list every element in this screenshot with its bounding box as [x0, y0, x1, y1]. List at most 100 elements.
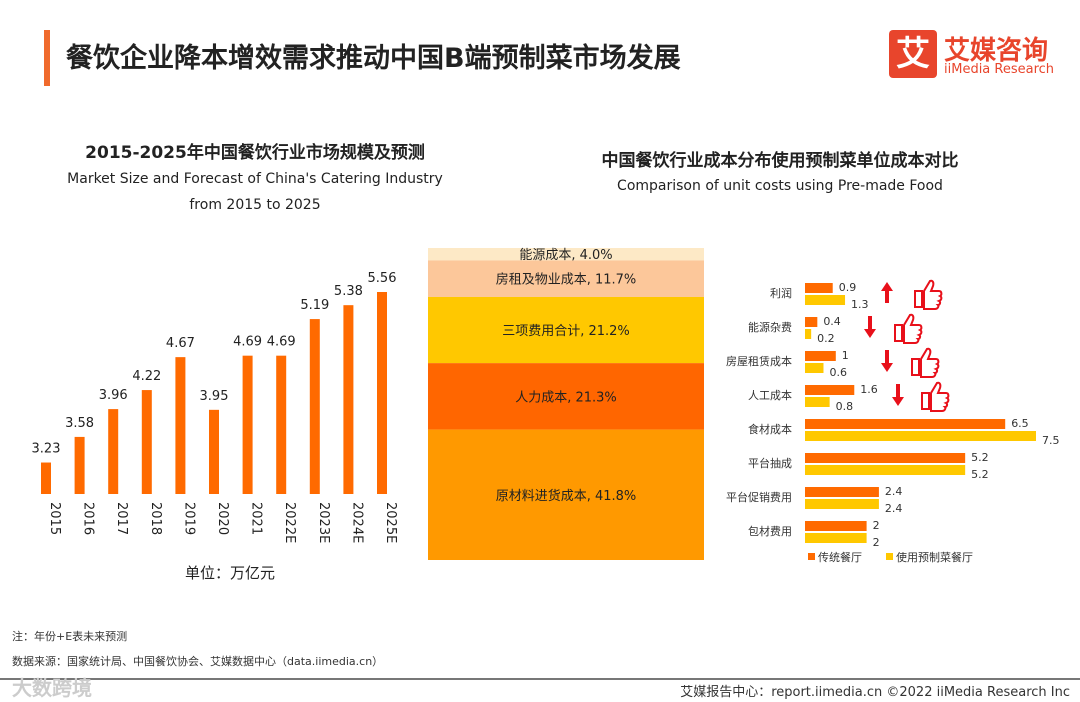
bar-2018 [141, 390, 152, 494]
x-tick-label: 2024E [349, 502, 364, 543]
x-tick-label: 2021 [249, 502, 264, 535]
arrow-up-icon [881, 282, 893, 303]
hbar-premade [805, 397, 830, 407]
hbar-value-label: 2.4 [885, 502, 903, 515]
bar-2017 [108, 409, 119, 494]
hbar-traditional [805, 385, 855, 395]
x-tick-label: 2025E [383, 502, 398, 543]
stack-segment-label: 人力成本, 21.3% [515, 390, 617, 405]
chart1-subtitle-1: Market Size and Forecast of China's Cate… [67, 171, 443, 187]
bar-2015 [41, 462, 51, 494]
hbar-value-label: 7.5 [1042, 434, 1060, 447]
bar-2025E [377, 292, 387, 494]
bar-2023E [309, 319, 320, 494]
legend-swatch [808, 553, 815, 560]
hbar-value-label: 0.6 [829, 366, 847, 379]
bar-value-label: 3.58 [65, 416, 94, 431]
bar-2020 [209, 409, 219, 494]
x-tick-label: 2017 [114, 502, 129, 535]
hbar-premade [805, 499, 879, 509]
bar-value-label: 5.56 [368, 271, 397, 286]
bar-2019 [175, 357, 186, 494]
hbar-premade [805, 465, 966, 475]
hbar-value-label: 6.5 [1011, 417, 1028, 430]
bar-2024E [343, 305, 354, 494]
hbar-traditional [805, 453, 966, 463]
chart1-subtitle-2: from 2015 to 2025 [189, 197, 321, 213]
hbar-value-label: 0.4 [823, 315, 841, 328]
hbar-premade [805, 533, 867, 543]
hbar-value-label: 1.6 [860, 383, 878, 396]
hbar-traditional [805, 351, 836, 361]
title-accent-bar [44, 30, 50, 86]
legend-swatch [886, 553, 893, 560]
stack-segment [428, 429, 704, 560]
footer-divider [0, 678, 1080, 680]
x-tick-label: 2018 [148, 502, 163, 535]
hbar-value-label: 0.8 [836, 400, 854, 413]
arrow-down-icon [881, 350, 893, 372]
chart2-title: 中国餐饮行业成本分布使用预制菜单位成本对比 [601, 151, 959, 171]
logo-text-en: iiMedia Research [944, 62, 1055, 77]
thumbs-up-icon [921, 381, 950, 412]
hbar-premade [805, 329, 812, 339]
hbar-traditional [805, 487, 879, 497]
bar-2022E [276, 355, 287, 494]
hbar-premade [805, 431, 1036, 441]
chart1-unit-label: 单位：万亿元 [185, 564, 275, 582]
footer-credit: 艾媒报告中心：report.iimedia.cn ©2022 iiMedia R… [680, 685, 1070, 700]
footnote: 注：年份+E表未来预测 [12, 630, 128, 643]
bar-2016 [74, 436, 85, 494]
hbar-value-label: 1 [842, 349, 849, 362]
hbar-value-label: 0.2 [817, 332, 835, 345]
hbar-value-label: 2 [873, 536, 880, 549]
category-label: 利润 [770, 286, 792, 300]
stack-segment [428, 363, 704, 430]
chart2-subtitle: Comparison of unit costs using Pre-made … [617, 178, 943, 194]
stack-segment [428, 248, 704, 261]
x-tick-label: 2022E [282, 502, 297, 543]
bar-value-label: 3.96 [99, 388, 128, 403]
stack-segment [428, 260, 704, 297]
bar-value-label: 4.69 [267, 335, 296, 350]
legend-label: 传统餐厅 [818, 550, 862, 564]
category-label: 平台抽成 [748, 456, 792, 470]
bar-value-label: 5.38 [334, 284, 363, 299]
legend-label: 使用预制菜餐厅 [896, 550, 973, 564]
stack-segment-label: 能源成本, 4.0% [519, 248, 612, 263]
hbar-premade [805, 295, 846, 305]
x-tick-label: 2019 [181, 502, 196, 535]
arrow-down-icon [864, 316, 876, 338]
thumbs-up-icon [911, 347, 940, 378]
category-label: 食材成本 [748, 422, 792, 436]
arrow-down-icon [892, 384, 904, 406]
hbar-value-label: 5.2 [971, 451, 989, 464]
hbar-traditional [805, 283, 833, 293]
category-label: 平台促销费用 [726, 490, 792, 504]
bar-value-label: 4.69 [233, 335, 262, 350]
category-label: 人工成本 [748, 388, 792, 402]
data-source: 数据来源：国家统计局、中国餐饮协会、艾媒数据中心（data.iimedia.cn… [12, 655, 384, 668]
bar-value-label: 3.95 [200, 389, 229, 404]
page-title: 餐饮企业降本增效需求推动中国B端预制菜市场发展 [66, 43, 681, 74]
bar-value-label: 5.19 [300, 298, 329, 313]
thumbs-up-icon [894, 313, 923, 344]
logo-icon: 艾 [889, 30, 937, 78]
thumbs-up-icon [914, 279, 943, 310]
x-tick-label: 2023E [316, 502, 331, 543]
bar-value-label: 3.23 [32, 442, 61, 457]
hbar-value-label: 1.3 [851, 298, 869, 311]
hbar-value-label: 2.4 [885, 485, 903, 498]
bar-2021 [242, 355, 253, 494]
chart1-title: 2015-2025年中国餐饮行业市场规模及预测 [85, 143, 425, 163]
category-label: 能源杂费 [748, 320, 792, 334]
stack-segment-label: 三项费用合计, 21.2% [502, 324, 630, 339]
hbar-value-label: 0.9 [839, 281, 857, 294]
logo-text-cn: 艾媒咨询 [944, 36, 1049, 66]
hbar-traditional [805, 317, 818, 327]
hbar-traditional [805, 521, 867, 531]
x-tick-label: 2015 [47, 502, 62, 535]
hbar-premade [805, 363, 824, 373]
category-label: 包材费用 [748, 524, 792, 538]
